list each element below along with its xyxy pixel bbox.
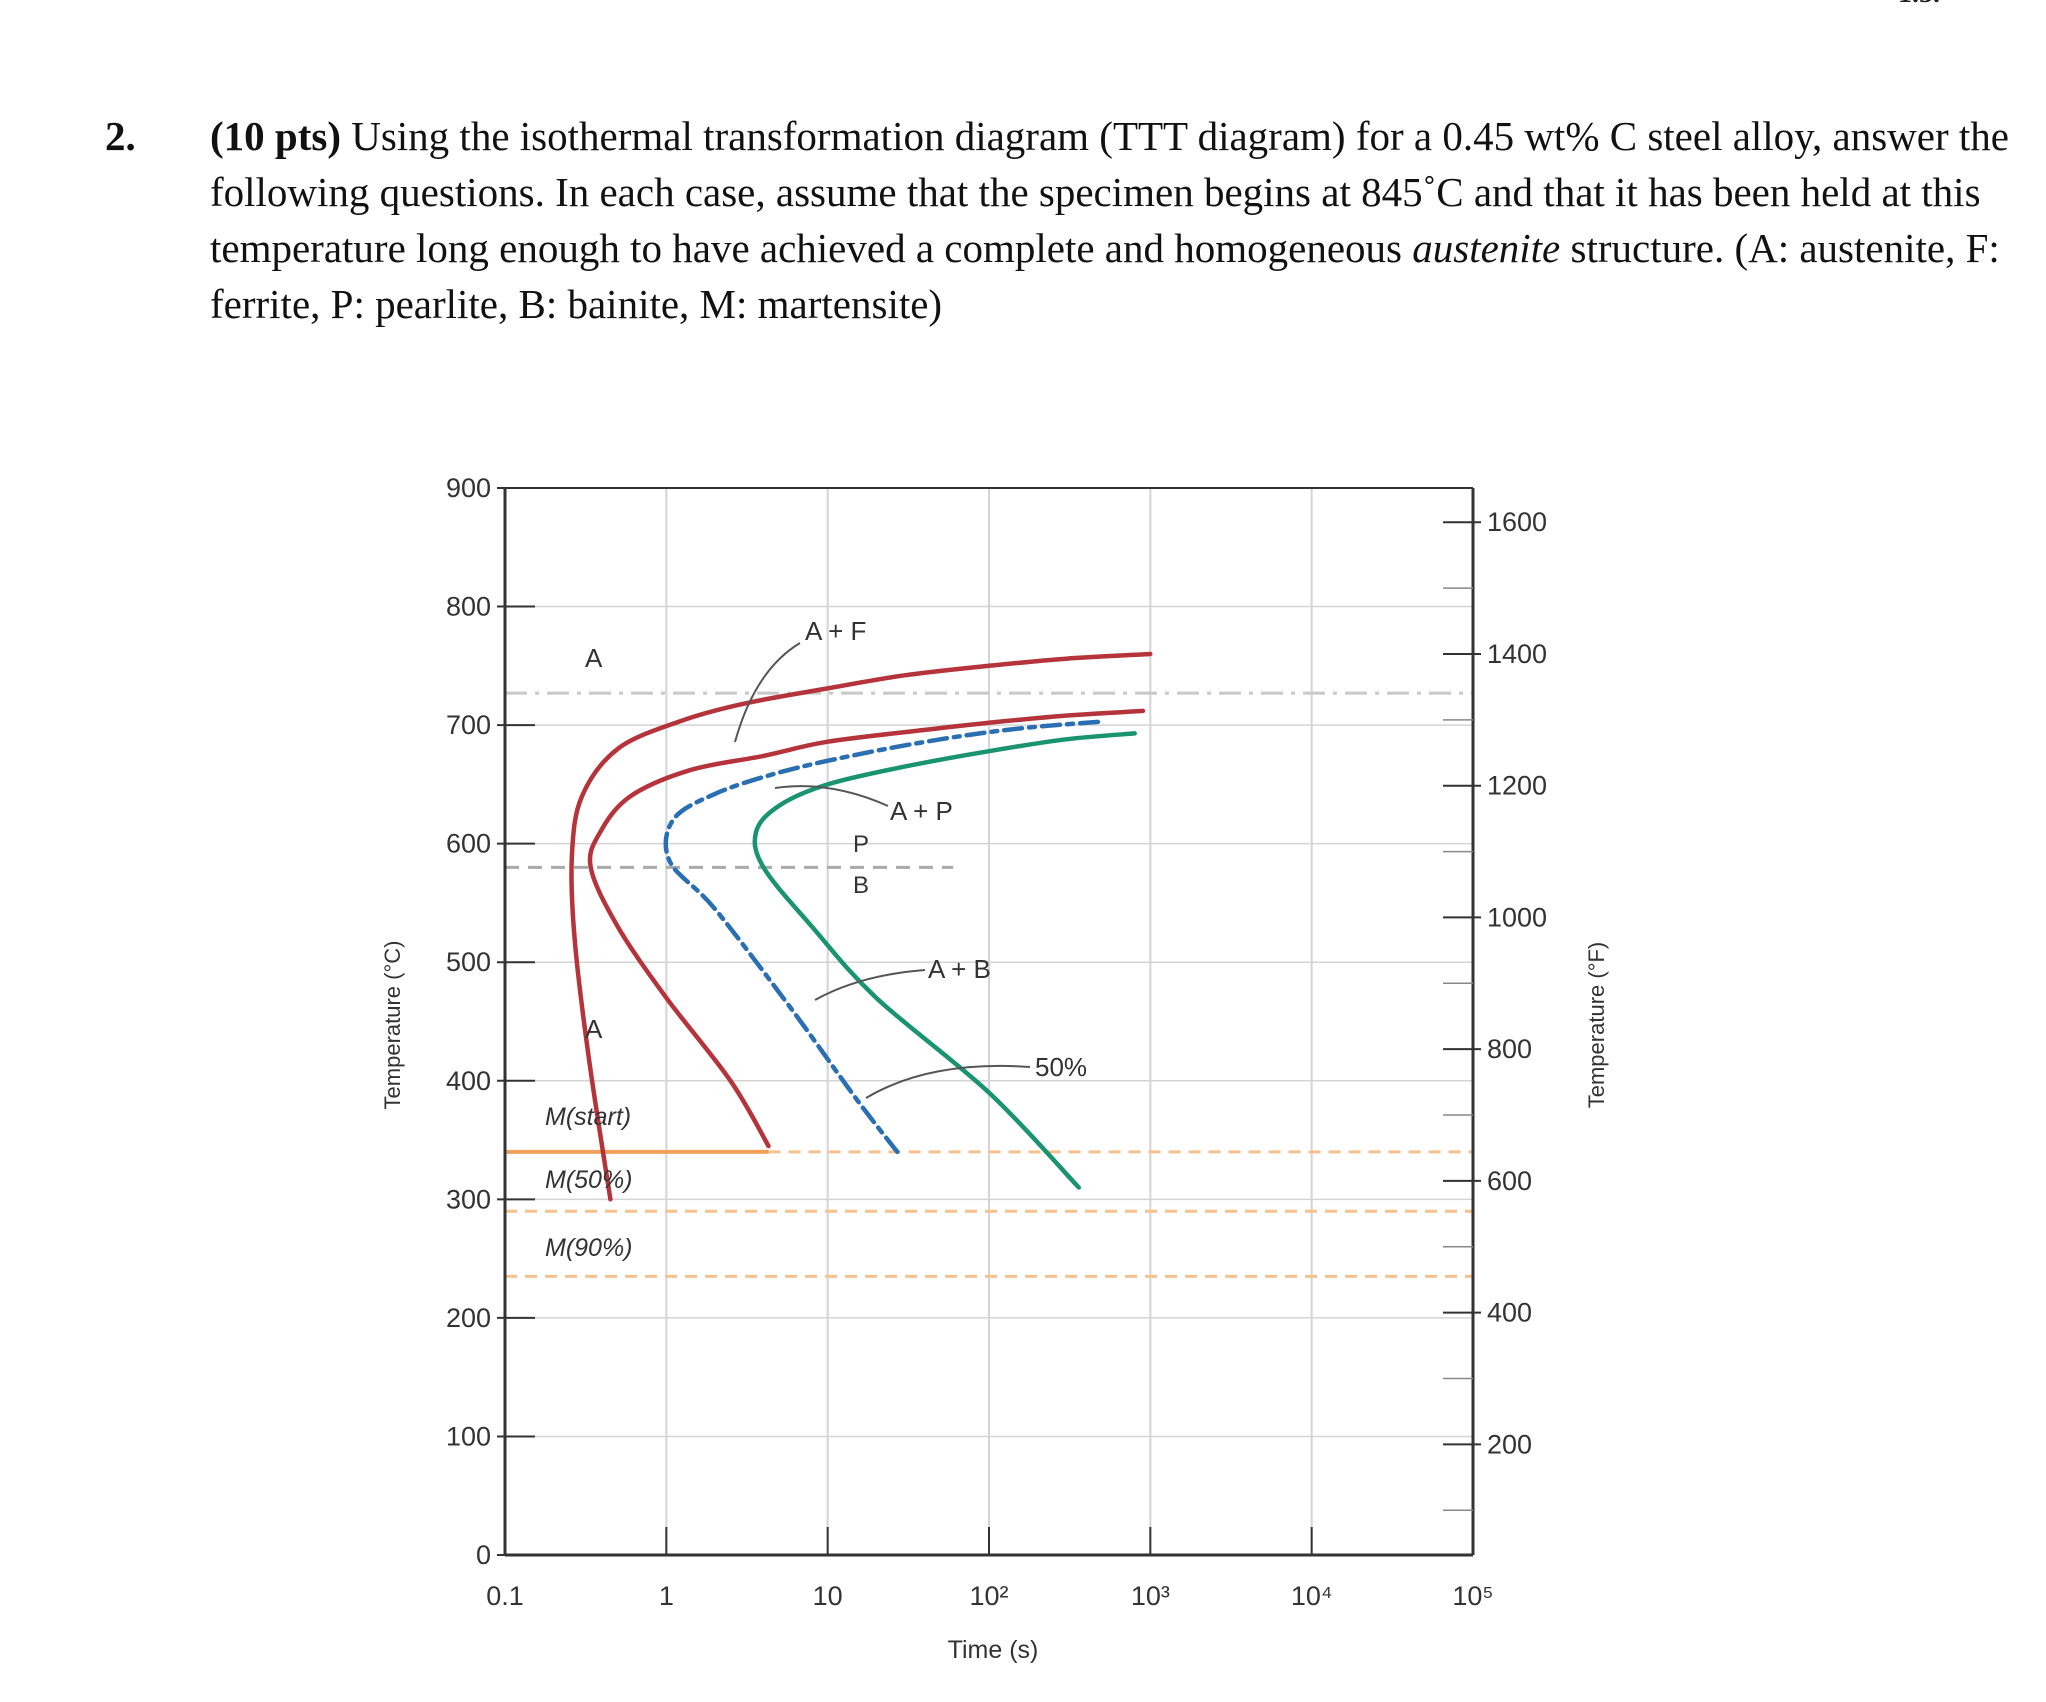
martensite-start-label: M(start)	[545, 1103, 631, 1131]
question-points: (10 pts)	[210, 113, 341, 159]
pearlite-start-curve	[587, 708, 1146, 1149]
y-tick-label-left: 900	[446, 473, 491, 503]
y-tick-label-right: 1000	[1487, 902, 1547, 932]
question-text-part2: structure. (A: austenite, F: ferrite, P:…	[210, 225, 2000, 327]
region-label-austenite-bainite: A + B	[928, 954, 991, 984]
question-text-part1: Using the isothermal transformation diag…	[210, 113, 2009, 271]
arrow-af	[734, 642, 801, 743]
x-tick-label: 0.1	[486, 1581, 524, 1611]
y-axis-label-right: Temperature (°F)	[1584, 942, 1609, 1109]
arrow-ap	[774, 785, 889, 807]
x-tick-label: 10³	[1131, 1581, 1170, 1611]
y-tick-label-left: 700	[446, 710, 491, 740]
x-tick-label: 10	[813, 1581, 843, 1611]
y-tick-label-right: 200	[1487, 1429, 1532, 1459]
question-emphasis: austenite	[1412, 225, 1561, 271]
martensite-50-label: M(50%)	[545, 1166, 633, 1194]
x-tick-label: 10⁵	[1452, 1581, 1493, 1611]
region-label-austenite-lower: A	[585, 1014, 603, 1044]
y-tick-label-left: 400	[446, 1066, 491, 1096]
question-number: 2.	[105, 113, 136, 159]
y-tick-label-right: 1600	[1487, 507, 1547, 537]
y-axis-label-left: Temperature (°C)	[380, 941, 405, 1110]
x-axis-label: Time (s)	[948, 1636, 1039, 1664]
y-tick-label-left: 100	[446, 1421, 491, 1451]
y-tick-label-left: 500	[446, 947, 491, 977]
y-tick-label-right: 800	[1487, 1034, 1532, 1064]
y-tick-label-left: 300	[446, 1184, 491, 1214]
y-tick-label-left: 200	[446, 1303, 491, 1333]
label-50-percent: 50%	[1035, 1052, 1087, 1082]
page-corner-mark: 1.5.	[1898, 0, 1940, 9]
fifty-percent-curve	[663, 719, 1105, 1155]
completion-curve	[752, 731, 1137, 1190]
question-text: (10 pts) Using the isothermal transforma…	[210, 108, 2040, 332]
region-label-austenite-upper: A	[585, 643, 603, 673]
y-tick-label-left: 800	[446, 592, 491, 622]
y-tick-label-right: 1400	[1487, 639, 1547, 669]
ferrite-start-curve	[569, 651, 1153, 1202]
y-tick-label-left: 600	[446, 829, 491, 859]
region-label-austenite-pearlite: A + P	[890, 796, 953, 826]
martensite-90-label: M(90%)	[545, 1234, 633, 1262]
region-label-pearlite: P	[853, 831, 869, 858]
y-tick-label-right: 400	[1487, 1298, 1532, 1328]
y-tick-label-right: 600	[1487, 1166, 1532, 1196]
region-label-bainite: B	[853, 872, 869, 899]
x-tick-label: 10²	[969, 1581, 1008, 1611]
arrow-50	[865, 1064, 1031, 1099]
region-label-austenite-ferrite: A + F	[805, 616, 866, 646]
arrow-ab	[814, 969, 926, 1001]
x-tick-label: 1	[659, 1581, 674, 1611]
y-tick-label-right: 1200	[1487, 771, 1547, 801]
y-tick-label-left: 0	[476, 1540, 491, 1570]
x-tick-label: 10⁴	[1291, 1581, 1333, 1611]
